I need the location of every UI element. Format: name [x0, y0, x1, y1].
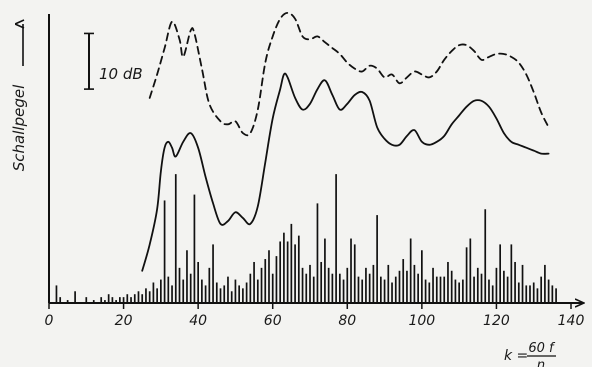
x-tick-label-60: 60: [264, 313, 282, 329]
curves: [141, 12, 550, 272]
x-tick-label-120: 120: [483, 313, 510, 329]
x-tick-label-100: 100: [408, 313, 435, 329]
scale-bar: [84, 32, 94, 90]
y-axis-label: Schallpegel: [10, 84, 28, 171]
scale-bar-label: 10 dB: [99, 65, 143, 83]
line-spectrum: [55, 174, 557, 303]
x-axis-label-denominator: n: [537, 358, 545, 367]
x-axis-label: k = 60 f n: [504, 341, 556, 367]
x-ticks: 0 20 40 60 80 100 120 140: [45, 303, 585, 329]
x-axis-label-numerator: 60 f: [528, 341, 556, 356]
x-tick-label-140: 140: [558, 313, 585, 329]
x-tick-label-80: 80: [338, 313, 356, 329]
dashed-curve: [148, 12, 550, 137]
x-axis-label-prefix: k =: [504, 348, 528, 364]
x-tick-label-0: 0: [45, 313, 54, 329]
solid-curve: [141, 72, 550, 272]
x-tick-label-40: 40: [189, 313, 207, 329]
x-tick-label-20: 20: [115, 313, 133, 329]
